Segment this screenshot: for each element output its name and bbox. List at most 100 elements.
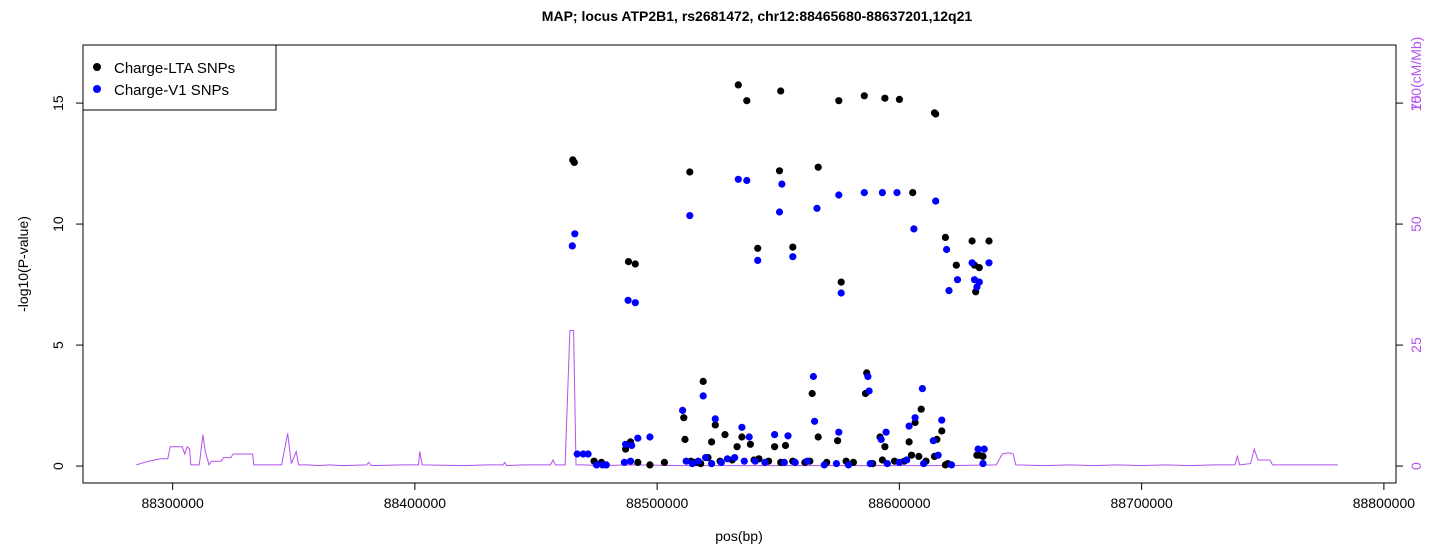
v1-snp-point: [985, 259, 993, 267]
v1-snp-point: [628, 441, 636, 450]
v1-snp-point: [943, 245, 951, 254]
v1-snp-point: [911, 414, 919, 422]
v1-snp-point: [893, 189, 901, 197]
v1-snp-point: [631, 299, 639, 307]
v1-snp-point: [934, 451, 942, 459]
lta-snp-point: [746, 440, 755, 448]
lta-snp-point: [915, 452, 923, 460]
x-tick-label: 88300000: [141, 495, 204, 511]
v1-snp-point: [820, 461, 828, 469]
v1-snp-point: [740, 457, 748, 465]
v1-snp-point: [953, 276, 962, 284]
v1-snp-point: [918, 385, 927, 393]
lta-snp-point: [968, 237, 976, 245]
y-axis: 0 5 10 15: [50, 95, 83, 470]
v1-snp-point: [778, 180, 786, 188]
v1-snp-point: [711, 415, 719, 423]
lta-snp-point: [734, 81, 742, 89]
x-axis-label: pos(bp): [715, 528, 762, 544]
v1-snp-point: [702, 454, 710, 462]
v1-snp-point: [968, 259, 976, 267]
lta-snp-point: [834, 437, 842, 445]
lta-snp-point: [708, 438, 716, 446]
lta-snp-point: [775, 167, 784, 175]
v1-snp-point: [877, 435, 885, 443]
y2-tick-label: 50: [1408, 216, 1424, 232]
lta-snp-point: [721, 431, 729, 439]
lta-snp-point: [733, 443, 741, 451]
lta-snp-point: [952, 261, 960, 269]
lta-snp-point: [975, 264, 983, 272]
v1-snp-point: [775, 208, 784, 216]
v1-snp-point: [708, 460, 716, 468]
v1-snp-point: [832, 460, 841, 468]
y2-axis: 0255075100: [1396, 95, 1424, 470]
lta-snp-point: [895, 95, 904, 103]
y-tick-label: 10: [50, 216, 66, 232]
lta-snp-point: [941, 461, 950, 469]
v1-snp-point: [920, 460, 928, 468]
v1-snp-point: [584, 450, 592, 458]
lta-snp-point: [808, 389, 816, 398]
v1-snp-point: [717, 458, 725, 466]
v1-snp-point: [974, 445, 982, 453]
lta-snp-point: [917, 405, 925, 413]
v1-snp-point: [738, 423, 746, 431]
v1-snp-point: [568, 242, 576, 250]
lta-snp-point: [570, 158, 578, 166]
legend-marker-lta: [93, 63, 101, 71]
lta-snp-point: [814, 163, 822, 171]
v1-snp-point: [844, 461, 853, 469]
x-tick-label: 88700000: [1110, 495, 1173, 511]
v1-snp-point: [682, 457, 690, 465]
v1-snp-point: [878, 189, 887, 197]
lta-snp-point: [660, 458, 669, 466]
lta-snp-point: [789, 243, 797, 251]
v1-snp-point: [679, 406, 687, 414]
v1-snp-point: [602, 461, 610, 469]
v1-snp-point: [809, 372, 818, 381]
y2-tick-label: 75: [1408, 95, 1424, 111]
lta-snp-point: [624, 258, 633, 266]
y2-tick-label: 0: [1408, 462, 1424, 470]
chart-title: MAP; locus ATP2B1, rs2681472, chr12:8846…: [542, 8, 973, 24]
lta-snp-point: [781, 441, 790, 450]
x-tick-label: 88800000: [1353, 495, 1416, 511]
lta-snp-point: [973, 451, 981, 459]
lta-snp-point: [881, 94, 889, 102]
lta-snp-point: [979, 452, 987, 460]
v1-snp-point: [686, 212, 694, 220]
y2-tick-label: 25: [1408, 337, 1424, 353]
y-tick-label: 5: [50, 341, 66, 349]
lta-snp-point: [938, 427, 946, 435]
v1-snp-point: [646, 433, 654, 441]
y2-axis-label: 100(cM/Mb): [1408, 37, 1424, 112]
v1-snp-point: [973, 283, 981, 291]
v1-snp-point: [947, 461, 956, 469]
y-axis-label: -log10(P-value): [15, 216, 31, 312]
v1-snp-point: [864, 372, 872, 381]
lta-snp-point: [738, 433, 746, 441]
v1-snp-point: [723, 455, 732, 463]
v1-snp-point: [761, 458, 769, 466]
v1-snp-point: [780, 458, 788, 466]
v1-snp-point: [745, 433, 753, 441]
v1-snp-point: [883, 460, 891, 468]
x-tick-label: 88400000: [384, 495, 447, 511]
v1-snp-point: [813, 204, 821, 212]
v1-snp-point: [620, 458, 629, 466]
legend-label-lta: Charge-LTA SNPs: [114, 60, 235, 77]
v1-snp-point: [694, 457, 702, 465]
v1-snp-point: [571, 230, 579, 238]
lta-snp-point: [941, 233, 950, 241]
lta-snp-point: [909, 189, 917, 197]
v1-snp-point: [784, 432, 792, 440]
lta-snp-point: [711, 421, 719, 429]
lta-snp-point: [985, 237, 993, 245]
v1-snp-point: [789, 253, 797, 261]
lta-snp-point: [686, 168, 694, 176]
lta-snp-point: [932, 110, 940, 118]
v1-snp-point: [626, 457, 635, 465]
v1-snp-point: [835, 428, 843, 436]
